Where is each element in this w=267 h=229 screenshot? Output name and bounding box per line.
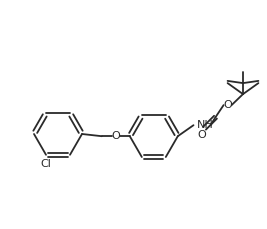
Text: O: O: [197, 130, 206, 140]
Text: O: O: [223, 100, 232, 110]
Text: NH: NH: [197, 120, 213, 130]
Text: Cl: Cl: [41, 159, 52, 169]
Text: O: O: [111, 131, 120, 141]
